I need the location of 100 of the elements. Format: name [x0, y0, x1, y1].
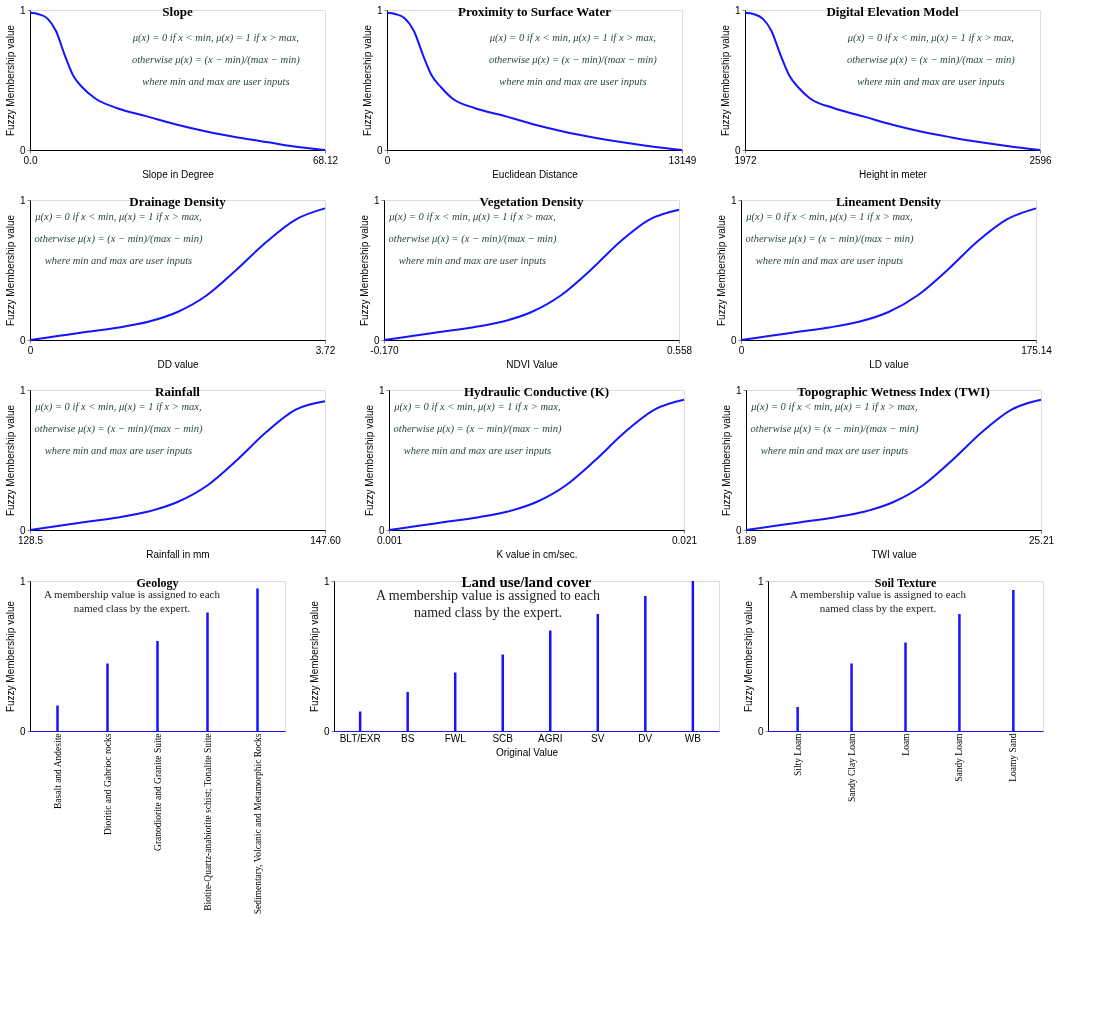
x-tick-label: Sedimentary, Volcanic and Metamorphic Rocks: [252, 733, 263, 915]
x-tick-label: 175.14: [1021, 344, 1053, 356]
y-axis-title: Fuzzy Membership value: [308, 600, 320, 713]
annotation: where min and max are user inputs: [398, 254, 547, 266]
annotation: μ(x) = 0 if x < min, μ(x) = 1 if x > max,: [750, 400, 918, 413]
annotation: otherwise μ(x) = (x − min)/(max − min): [750, 422, 919, 435]
y-tick-label: 1: [373, 194, 380, 206]
annotation: where min and max are user inputs: [755, 254, 904, 266]
annotation: otherwise μ(x) = (x − min)/(max − min): [488, 54, 658, 66]
annotation: where min and max are user inputs: [499, 76, 647, 87]
y-axis-title: Fuzzy Membership value: [4, 214, 16, 327]
x-axis-title: TWI value: [871, 548, 917, 560]
chart-title: Topographic Wetness Index (TWI): [797, 384, 990, 399]
y-tick-label: 0: [735, 524, 742, 536]
x-tick-label: FWL: [444, 732, 467, 744]
y-tick-label: 1: [376, 4, 383, 16]
y-axis-title: Fuzzy Membership value: [715, 214, 727, 327]
annotation: μ(x) = 0 if x < min, μ(x) = 1 if x > max,: [34, 400, 202, 413]
annotation: otherwise μ(x) = (x − min)/(max − min): [131, 54, 301, 66]
y-tick-label: 0: [19, 524, 26, 536]
x-tick-label: 3.72: [315, 344, 336, 356]
x-tick-label: 0.021: [671, 534, 698, 546]
annotation: where min and max are user inputs: [142, 76, 290, 87]
x-tick-label: BS: [401, 732, 415, 744]
annotation: where min and max are user inputs: [44, 254, 193, 266]
x-tick-label: Loam: [900, 732, 911, 756]
x-tick-label: Silty Loam: [792, 732, 803, 776]
x-axis-title: K value in cm/sec.: [496, 548, 578, 560]
annotation: otherwise μ(x) = (x − min)/(max − min): [388, 232, 557, 245]
y-tick-label: 0: [19, 144, 26, 156]
annotation: otherwise μ(x) = (x − min)/(max − min): [34, 422, 203, 435]
annotation: where min and max are user inputs: [760, 444, 909, 456]
y-tick-label: 0: [378, 524, 385, 536]
chart-title: Proximity to Surface Water: [458, 4, 612, 19]
y-axis-title: Fuzzy Membership value: [719, 24, 731, 137]
x-tick-label: Biotite-Quartz-anabiotite schist; Tonalite Suite: [202, 733, 213, 911]
annotation: μ(x) = 0 if x < min, μ(x) = 1 if x > max,: [393, 400, 561, 413]
y-tick-label: 0: [19, 334, 26, 346]
x-tick-label: 1.89: [736, 534, 757, 546]
annotation: μ(x) = 0 if x < min, μ(x) = 1 if x > max,: [131, 32, 300, 44]
annotation: otherwise μ(x) = (x − min)/(max − min): [745, 232, 914, 245]
x-axis-title: NDVI Value: [506, 358, 559, 370]
chart-title: Vegetation Density: [479, 194, 584, 209]
annotation: A membership value is assigned to each named class by the expert.: [376, 588, 600, 620]
x-tick-label: 0.0: [23, 154, 38, 166]
y-tick-label: 1: [730, 194, 737, 206]
annotation: μ(x) = 0 if x < min, μ(x) = 1 if x > max,: [745, 210, 913, 223]
y-tick-label: 1: [734, 4, 741, 16]
y-axis-title: Fuzzy Membership value: [358, 214, 370, 327]
x-tick-label: 25.21: [1028, 534, 1055, 546]
x-tick-label: Loamy Sand: [1008, 733, 1019, 782]
y-tick-label: 1: [378, 384, 385, 396]
x-tick-label: 68.12: [312, 154, 339, 166]
y-axis-title: Fuzzy Membership value: [742, 600, 754, 713]
annotation: μ(x) = 0 if x < min, μ(x) = 1 if x > max,: [846, 32, 1015, 44]
x-axis-title: Original Value: [495, 746, 559, 758]
y-axis-title: Fuzzy Membership value: [363, 404, 375, 517]
y-tick-label: 1: [19, 194, 26, 206]
x-tick-label: Sandy Loam: [954, 732, 965, 782]
y-axis-title: Fuzzy Membership value: [720, 404, 732, 517]
x-tick-label: Granodiorite and Granite Suite: [152, 733, 163, 851]
y-tick-label: 0: [730, 334, 737, 346]
y-tick-label: 0: [734, 144, 741, 156]
x-tick-label: AGRI: [538, 732, 563, 744]
chart-title: Hydraulic Conductive (K): [463, 384, 610, 399]
chart-title: Geology: [136, 576, 179, 590]
chart-title: Rainfall: [155, 384, 201, 399]
x-tick-label: Dioritic and Gabrioc rocks: [102, 733, 113, 836]
annotation: where min and max are user inputs: [857, 76, 1005, 87]
x-tick-label: 13149: [668, 154, 697, 166]
x-tick-label: 0.558: [666, 344, 693, 356]
chart-title: Slope: [162, 4, 193, 19]
y-tick-label: 0: [373, 334, 380, 346]
y-tick-label: 1: [323, 575, 330, 587]
y-axis-title: Fuzzy Membership value: [4, 24, 16, 137]
annotation: μ(x) = 0 if x < min, μ(x) = 1 if x > max,: [34, 210, 202, 223]
x-tick-label: Basalt and Andesite: [52, 733, 63, 809]
x-tick-label: BLT/EXR: [339, 732, 381, 744]
y-axis-title: Fuzzy Membership value: [4, 404, 16, 517]
x-axis-title: Slope in Degree: [142, 168, 215, 180]
chart-title: Soil Texture: [874, 576, 937, 590]
annotation: where min and max are user inputs: [403, 444, 552, 456]
annotation: otherwise μ(x) = (x − min)/(max − min): [34, 232, 203, 245]
x-tick-label: 2596: [1029, 154, 1053, 166]
chart-title: Land use/land cover: [461, 574, 592, 590]
x-tick-label: -0.170: [370, 344, 400, 356]
x-axis-title: LD value: [869, 358, 910, 370]
y-tick-label: 1: [757, 575, 764, 587]
x-tick-label: 0: [27, 344, 34, 356]
y-axis-title: Fuzzy Membership value: [361, 24, 373, 137]
x-tick-label: WB: [684, 732, 702, 744]
y-tick-label: 1: [19, 4, 26, 16]
x-tick-label: DV: [638, 732, 653, 744]
y-tick-label: 1: [735, 384, 742, 396]
x-axis-title: Euclidean Distance: [492, 168, 579, 180]
annotation: otherwise μ(x) = (x − min)/(max − min): [393, 422, 562, 435]
x-tick-label: SV: [591, 732, 605, 744]
x-tick-label: Sandy Clay Loam: [846, 732, 857, 803]
y-tick-label: 1: [19, 575, 26, 587]
x-axis-title: DD value: [157, 358, 199, 370]
